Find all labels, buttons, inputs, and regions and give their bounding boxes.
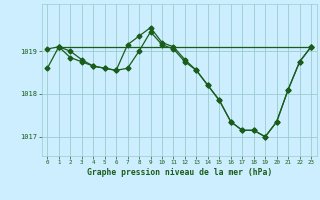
X-axis label: Graphe pression niveau de la mer (hPa): Graphe pression niveau de la mer (hPa)	[87, 168, 272, 177]
